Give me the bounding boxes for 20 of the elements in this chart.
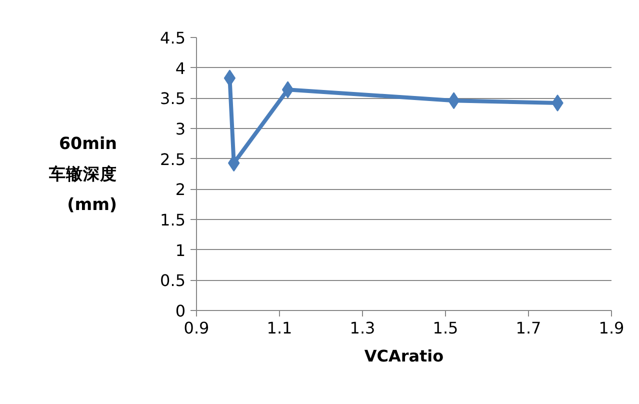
y-tick-label: 2.5 (160, 150, 186, 169)
y-tick-label: 0.5 (160, 271, 186, 290)
y-tick-label: 0 (175, 302, 186, 320)
x-tick-label: 1.3 (350, 318, 376, 338)
x-tick-label: 1.1 (266, 318, 292, 338)
y-tick-label: 3 (175, 120, 186, 138)
y-tick-label: 4.5 (160, 28, 186, 48)
x-tick-label: 0.9 (184, 318, 210, 338)
point (282, 81, 294, 98)
y-tick-label: 4 (175, 58, 186, 78)
y-tick-label: 2 (175, 180, 186, 200)
y-axis-title: 60min 车辙深度 (mm) (48, 134, 118, 214)
x-tick-label: 1.7 (516, 318, 542, 338)
y-tick-label: 3.5 (160, 89, 186, 108)
x-tick-label: 1.5 (432, 318, 458, 338)
x-axis-title: VCAratio (364, 346, 444, 366)
point (448, 92, 460, 110)
y-tick-label: 1.5 (160, 210, 186, 230)
x-tick-label: 1.9 (598, 318, 624, 338)
y-tick-label: 1 (175, 240, 186, 260)
